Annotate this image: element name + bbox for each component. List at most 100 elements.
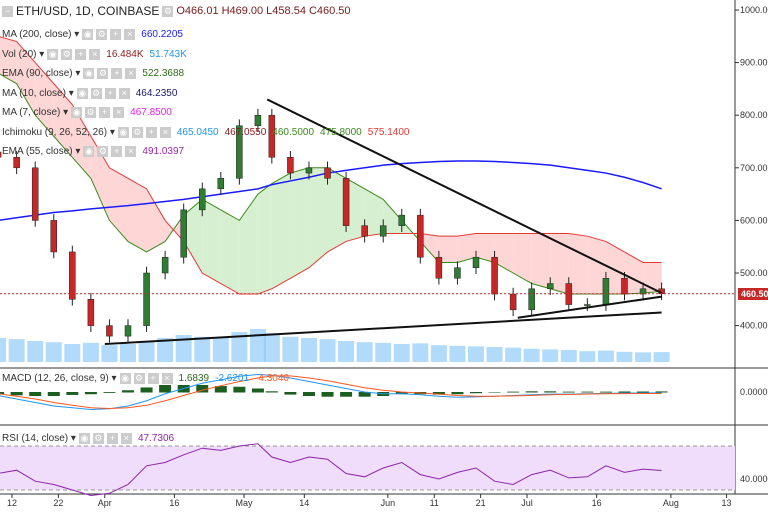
macd-legend: MACD (12, 26, close, 9) ▾ ◉ ⚙ + × 1.6839 -2.62… xyxy=(2,373,289,384)
ichimoku-cloud-segment xyxy=(90,136,110,221)
indicator-label[interactable]: RSI (14, close) ▾ xyxy=(2,433,76,444)
indicator-label[interactable]: Ichimoku (9, 26, 52, 26) ▾ xyxy=(2,126,115,138)
settings-icon[interactable]: ⚙ xyxy=(97,68,109,79)
ichimoku-cloud-segment xyxy=(476,233,495,263)
symbol-title[interactable]: ETH/USD, 1D, COINBASE xyxy=(16,4,160,18)
close-icon[interactable]: × xyxy=(89,48,101,60)
macd-histogram-bar xyxy=(265,391,278,393)
ichimoku-cloud-segment xyxy=(513,233,532,284)
collapse-icon[interactable]: − xyxy=(2,5,13,17)
macd-histogram-bar xyxy=(525,391,538,393)
volume-bar xyxy=(375,342,392,362)
settings-icon[interactable]: ⚙ xyxy=(90,87,102,99)
settings-icon[interactable]: ⚙ xyxy=(61,48,73,60)
settings-icon[interactable]: ⚙ xyxy=(92,433,104,444)
close-icon[interactable]: × xyxy=(125,68,137,79)
close-icon[interactable]: × xyxy=(118,87,130,99)
add-icon[interactable]: + xyxy=(145,126,157,138)
volume-bar xyxy=(157,338,174,362)
volume-bar xyxy=(468,346,484,362)
macd-histogram-bar xyxy=(470,392,482,394)
macd-histogram-bar xyxy=(340,392,353,397)
indicator-label[interactable]: MA (10, close) ▾ xyxy=(2,87,74,99)
trendline xyxy=(104,311,662,346)
settings-icon[interactable]: ⚙ xyxy=(131,126,143,138)
indicator-label[interactable]: MACD (12, 26, close, 9) ▾ xyxy=(2,373,117,384)
high-value: H469.00 xyxy=(221,5,264,17)
macd-histogram-bar xyxy=(0,392,5,395)
volume-bar xyxy=(27,341,44,362)
settings-icon[interactable]: ⚙ xyxy=(85,107,97,118)
candle xyxy=(454,267,461,279)
candle xyxy=(491,256,498,295)
ichimoku-cloud-segment xyxy=(550,233,569,295)
volume-bar xyxy=(356,342,373,362)
eye-icon[interactable]: ◉ xyxy=(47,48,59,60)
volume-bar xyxy=(120,344,136,362)
macd-histogram-bar xyxy=(214,386,227,393)
add-icon[interactable]: + xyxy=(111,68,123,79)
close-icon[interactable]: × xyxy=(113,107,125,118)
candle xyxy=(106,325,113,337)
add-icon[interactable]: + xyxy=(75,48,87,60)
close-icon[interactable]: × xyxy=(125,146,137,157)
macd-histogram-bar xyxy=(284,392,297,395)
candle xyxy=(287,157,294,174)
volume-bar xyxy=(8,339,25,362)
ichimoku-cloud-segment xyxy=(202,199,221,284)
volume-bar xyxy=(101,345,118,362)
settings-icon[interactable]: ⚙ xyxy=(133,373,145,384)
close-icon[interactable]: × xyxy=(161,373,173,384)
candle xyxy=(584,304,591,306)
eye-icon[interactable]: ◉ xyxy=(71,107,83,118)
macd-histogram-bar xyxy=(321,392,334,397)
add-icon[interactable]: + xyxy=(147,373,159,384)
add-icon[interactable]: + xyxy=(99,107,111,118)
indicator-label[interactable]: EMA (55, close) ▾ xyxy=(2,146,81,157)
eye-icon[interactable]: ◉ xyxy=(117,126,129,138)
eye-icon[interactable]: ◉ xyxy=(119,373,131,384)
volume-bar xyxy=(138,341,155,362)
macd-histogram-bar xyxy=(395,392,408,395)
indicator-label[interactable]: EMA (90, close) ▾ xyxy=(2,68,81,79)
last-price-tag: 460.50 xyxy=(738,288,768,300)
add-icon[interactable]: + xyxy=(106,433,118,444)
eye-icon[interactable]: ◉ xyxy=(78,433,90,444)
volume-bar xyxy=(523,348,540,362)
add-icon[interactable]: + xyxy=(111,146,123,157)
candle xyxy=(161,256,169,274)
indicator-value: 464.2350 xyxy=(135,87,178,99)
eye-icon[interactable]: ◉ xyxy=(82,29,94,40)
eye-icon[interactable]: ◉ xyxy=(83,68,95,79)
indicator-label[interactable]: Vol (20) ▾ xyxy=(2,48,45,60)
ichimoku-cloud-segment xyxy=(457,233,476,263)
candle xyxy=(546,283,554,290)
indicator-label[interactable]: MA (200, close) ▾ xyxy=(2,29,80,40)
indicator-value: 575.1400 xyxy=(367,126,410,138)
ichimoku-cloud-segment xyxy=(16,41,36,116)
macd-histogram-bar xyxy=(140,387,153,393)
volume-bar xyxy=(194,336,211,362)
close-icon[interactable]: × xyxy=(159,126,171,138)
indicator-value: 660.2205 xyxy=(141,29,183,40)
indicator-value: 491.0397 xyxy=(142,146,185,157)
macd-tick-label: 0.0000 xyxy=(740,387,768,397)
close-icon[interactable]: × xyxy=(120,433,132,444)
close-icon[interactable]: × xyxy=(124,29,136,40)
add-icon[interactable]: + xyxy=(104,87,116,99)
add-icon[interactable]: + xyxy=(110,29,122,40)
indicator-label[interactable]: MA (7, close) ▾ xyxy=(2,107,69,118)
eye-icon[interactable]: ◉ xyxy=(83,146,95,157)
indicator-legend: MA (200, close) ▾ ◉ ⚙ + × 660.2205 xyxy=(2,29,183,40)
volume-bar xyxy=(505,347,522,362)
macd-histogram-bar xyxy=(84,392,97,395)
eye-icon[interactable]: ◉ xyxy=(76,87,88,99)
settings-icon[interactable]: ⚙ xyxy=(96,29,108,40)
candle xyxy=(305,167,313,174)
settings-icon[interactable]: ⚙ xyxy=(97,146,109,157)
rsi-line xyxy=(0,443,662,497)
ichimoku-cloud-segment xyxy=(438,236,458,263)
rsi-band xyxy=(0,446,735,490)
settings-icon[interactable]: ⚙ xyxy=(162,5,174,17)
